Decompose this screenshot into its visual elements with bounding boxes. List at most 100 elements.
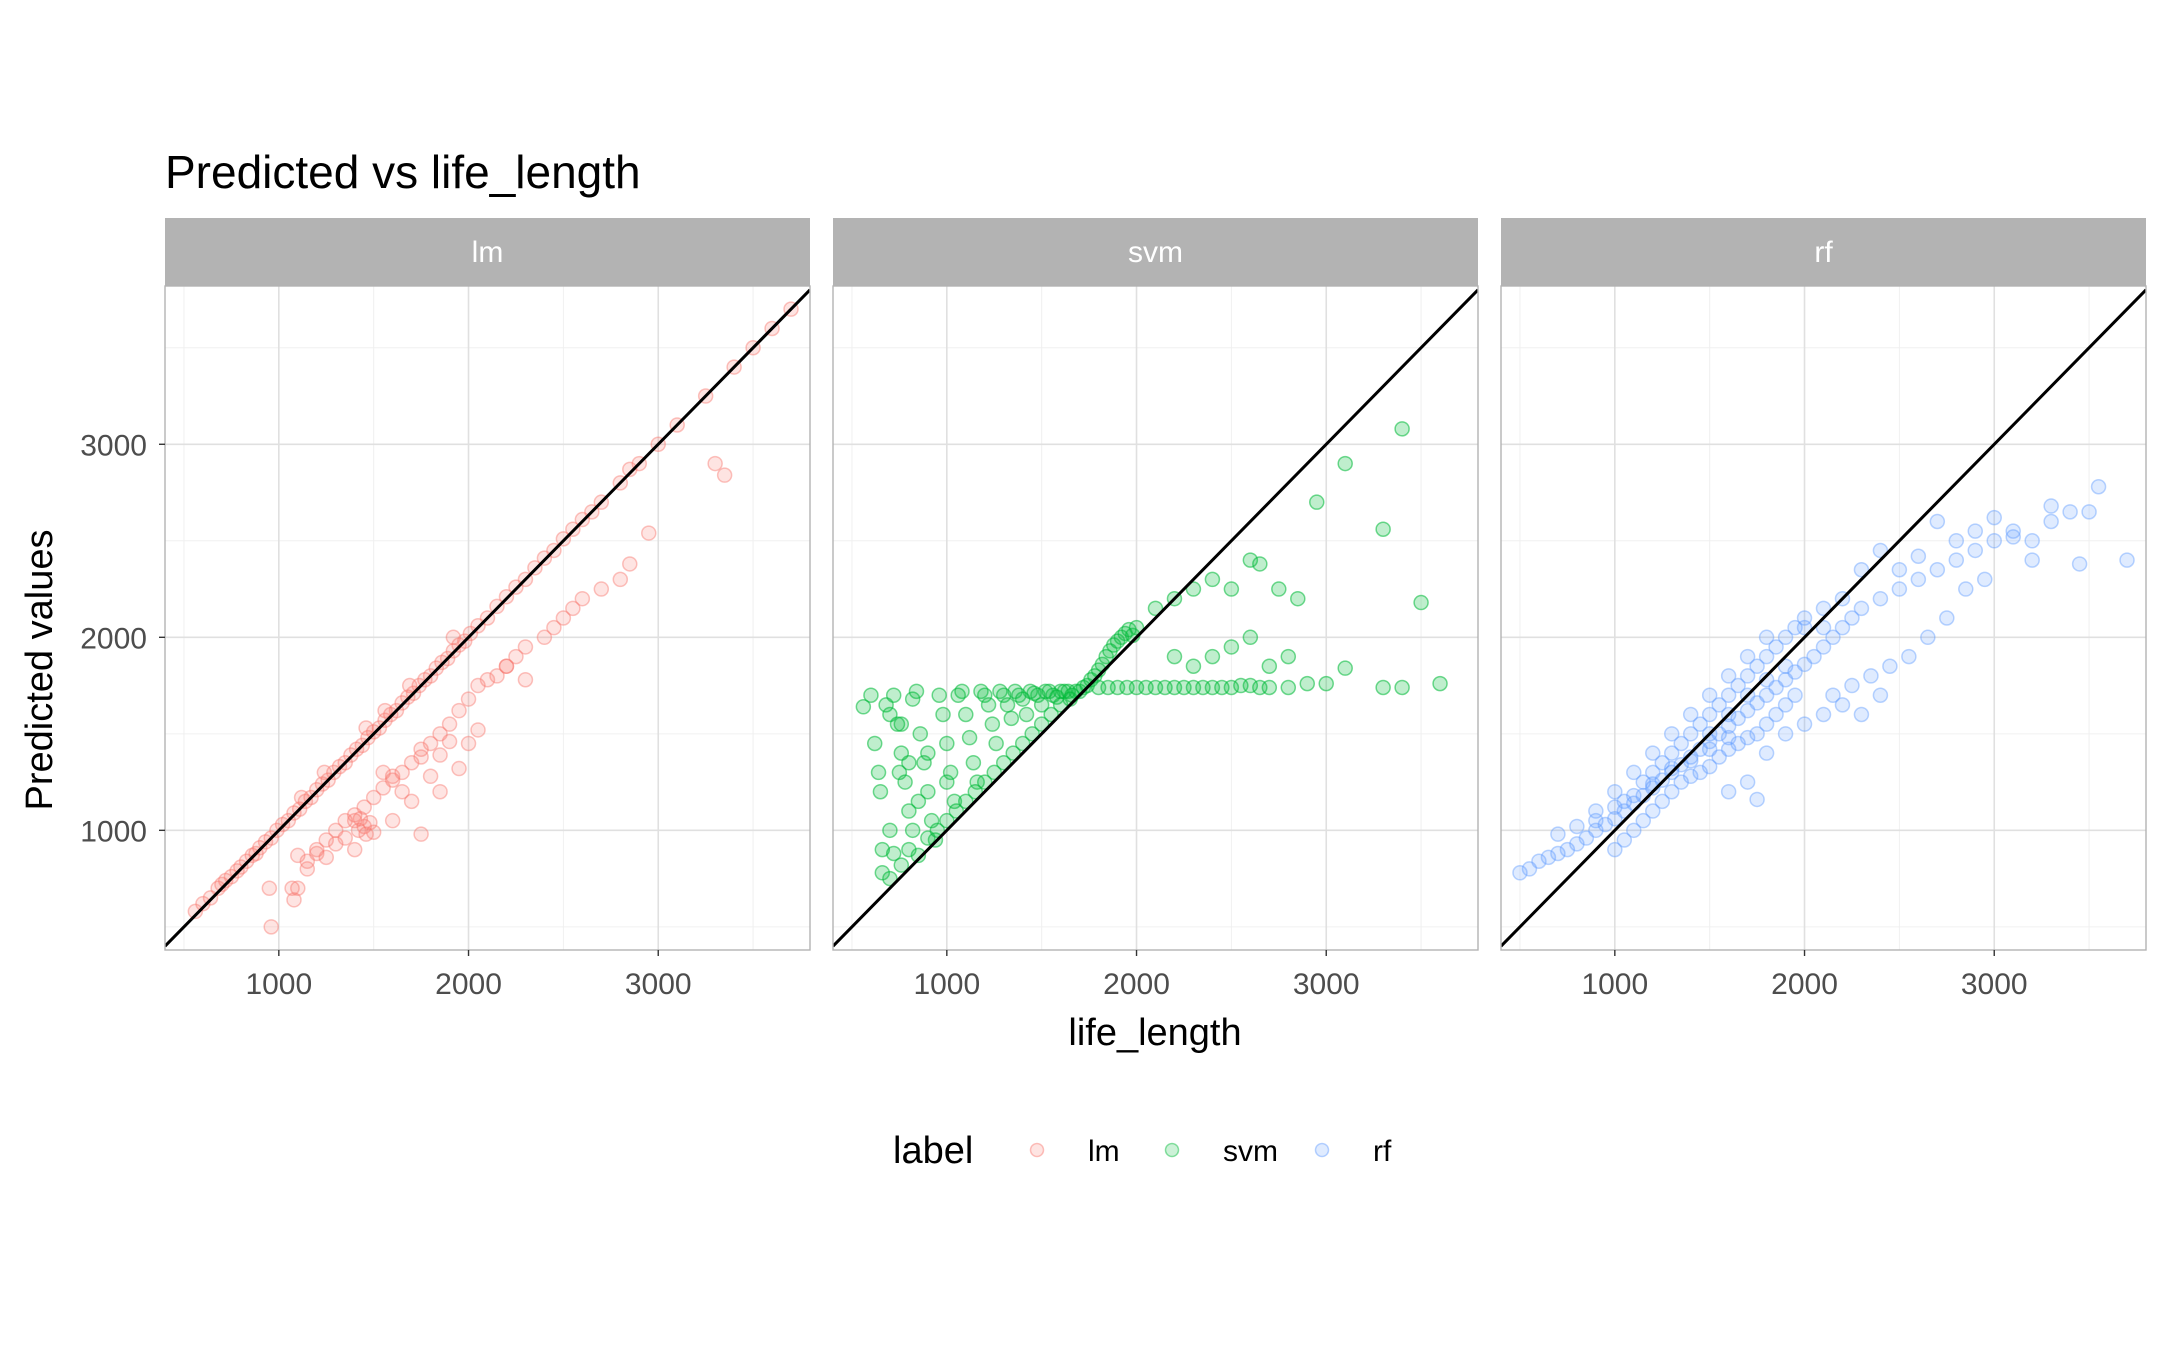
data-point [1616, 803, 1633, 819]
data-point [565, 600, 581, 617]
data-point [403, 755, 420, 771]
data-point [1033, 716, 1050, 732]
data-point [1223, 581, 1240, 597]
data-point [337, 812, 353, 829]
data-point [187, 903, 204, 920]
strip-label-lm: lm [472, 236, 504, 269]
data-point [284, 880, 300, 896]
data-point [309, 841, 325, 858]
data-point [413, 749, 429, 765]
data-point [954, 683, 970, 700]
data-point [1663, 760, 1680, 777]
data-point [1929, 561, 1946, 578]
data-point [1003, 710, 1020, 727]
data-point [1815, 619, 1832, 636]
data-point [1626, 764, 1642, 781]
strip-rf [1501, 218, 2146, 286]
data-point [1768, 706, 1784, 723]
data-point [470, 722, 486, 738]
x-tick-label: 3000 [1961, 968, 2028, 1001]
data-point [1569, 836, 1585, 852]
data-point [489, 668, 505, 684]
data-point [935, 706, 951, 723]
data-point [508, 648, 524, 665]
data-point [517, 672, 534, 688]
data-point [445, 629, 462, 646]
data-point [1531, 853, 1547, 869]
data-point [942, 764, 959, 781]
data-point [2071, 556, 2088, 572]
data-point [1863, 668, 1879, 684]
data-point [1645, 780, 1661, 796]
data-point [866, 735, 883, 752]
data-point [1701, 687, 1718, 703]
data-point [1872, 590, 1889, 607]
data-point [1673, 735, 1689, 752]
data-point [1682, 753, 1699, 769]
data-point [1204, 648, 1221, 665]
reference-line [833, 288, 1478, 948]
data-point [1588, 822, 1604, 839]
data-point [1578, 830, 1595, 846]
data-point [1185, 658, 1202, 675]
data-point [593, 581, 610, 597]
data-point [1711, 726, 1727, 742]
x-tick-label: 3000 [1293, 968, 1360, 1001]
data-point [1030, 687, 1046, 703]
legend-key-rf [1314, 1142, 1330, 1158]
data-point [1261, 658, 1278, 675]
data-point [2119, 552, 2135, 568]
data-point [1701, 706, 1718, 723]
data-point [1223, 679, 1240, 696]
data-point [1825, 687, 1841, 703]
y-tick-label: 2000 [80, 622, 147, 655]
data-point [293, 789, 310, 806]
data-point [2043, 513, 2059, 530]
data-point [214, 876, 230, 893]
data-point [1318, 675, 1334, 692]
data-point [375, 764, 391, 781]
data-point [1540, 849, 1557, 866]
data-point [1663, 783, 1680, 800]
data-point [1280, 648, 1297, 665]
data-point [1739, 729, 1756, 746]
data-point [912, 726, 929, 742]
data-point [1128, 619, 1145, 636]
data-point [1939, 610, 1955, 626]
data-point [1616, 832, 1633, 848]
data-point [1645, 764, 1661, 781]
data-point [1739, 774, 1756, 790]
data-point [920, 745, 936, 761]
x-axis-title: life_length [1068, 1012, 1241, 1054]
data-point [1663, 726, 1680, 742]
data-point [1749, 658, 1765, 675]
data-point [1758, 716, 1775, 732]
data-point [1550, 826, 1566, 842]
data-point [1910, 548, 1927, 564]
data-point [1711, 749, 1727, 765]
data-point [1607, 783, 1623, 800]
y-tick-label: 1000 [80, 815, 147, 848]
data-point [337, 830, 353, 846]
data-point [1739, 648, 1756, 665]
data-point [1720, 783, 1737, 800]
data-point [1787, 619, 1803, 636]
data-point [882, 870, 898, 887]
data-point [984, 716, 1001, 732]
data-point [986, 764, 1002, 781]
data-point [967, 783, 984, 800]
data-point [574, 590, 591, 607]
x-tick-label: 1000 [913, 968, 980, 1001]
data-point [1242, 629, 1259, 646]
data-point [1844, 677, 1860, 694]
points-svm [855, 421, 1448, 887]
data-point [375, 780, 391, 796]
data-point [1967, 542, 1984, 559]
data-point [1242, 552, 1259, 568]
x-tick-label: 2000 [1771, 968, 1838, 1001]
data-point [1607, 799, 1623, 815]
data-point [1682, 749, 1699, 765]
data-point [210, 880, 226, 896]
data-point [1711, 697, 1727, 713]
